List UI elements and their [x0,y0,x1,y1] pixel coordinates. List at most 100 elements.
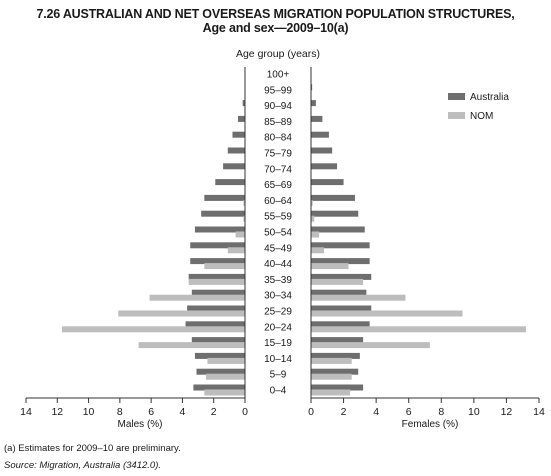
bar-australia-females-45–49 [311,242,370,249]
age-group-label: 55–59 [264,212,292,223]
bar-nom-females-35–39 [311,278,364,285]
bar-australia-females-90–94 [311,100,316,107]
male-tick-label: 12 [51,406,63,418]
bar-australia-males-65–69 [215,179,245,186]
bar-nom-males-20–24 [61,326,245,333]
bar-nom-males-30–34 [149,294,245,301]
bar-nom-males-35–39 [188,278,245,285]
male-tick-label: 6 [148,406,154,418]
bar-australia-females-65–69 [311,179,344,186]
age-group-label: 100+ [267,70,290,81]
bar-australia-females-95–99 [311,84,313,91]
bar-nom-males-15–19 [138,342,245,349]
female-tick-label: 14 [533,406,545,418]
female-tick-label: 8 [438,406,444,418]
bar-nom-males-10–14 [207,357,245,364]
legend-swatch-australia [448,93,465,100]
males-bars [61,84,245,396]
age-group-label: 95–99 [264,85,292,96]
bar-australia-females-10–14 [311,352,360,359]
bar-australia-females-55–59 [311,210,359,217]
bar-nom-males-55–59 [243,215,245,222]
chart-title-line-2: Age and sex—2009–10(a) [202,21,349,35]
source-note: Source: Migration, Australia (3412.0). [4,460,162,471]
age-group-label: 30–34 [264,291,292,302]
axes [26,67,539,399]
bar-australia-males-30–34 [191,289,245,296]
female-tick-label: 0 [308,406,314,418]
female-tick-label: 4 [373,406,379,418]
bar-australia-males-15–19 [191,337,245,344]
bar-australia-males-70–74 [223,163,245,170]
bar-australia-males-35–39 [188,273,245,280]
male-tick-label: 14 [20,406,32,418]
bar-australia-males-20–24 [185,321,245,328]
bar-australia-females-60–64 [311,194,355,201]
bar-nom-females-10–14 [311,357,352,364]
chart-title-line-1: 7.26 AUSTRALIAN AND NET OVERSEAS MIGRATI… [36,7,515,21]
females-bars [311,68,526,396]
center-axis-title: Age group (years) [236,48,320,60]
males-axis-label: Males (%) [117,419,162,430]
bar-nom-males-45–49 [227,247,245,254]
bar-australia-females-35–39 [311,273,372,280]
bar-nom-females-60–64 [311,199,313,206]
bar-australia-females-75–79 [311,147,333,154]
age-group-label: 50–54 [264,228,292,239]
age-group-label: 60–64 [264,196,292,207]
bar-australia-males-80–84 [232,131,245,138]
bar-australia-females-0–4 [311,384,364,391]
age-group-label: 0–4 [270,386,287,397]
bar-nom-females-40–44 [311,263,349,270]
bar-australia-females-70–74 [311,163,338,170]
male-tick-label: 8 [117,406,123,418]
bar-nom-females-20–24 [311,326,526,333]
bar-australia-males-75–79 [227,147,245,154]
age-group-label: 45–49 [264,243,292,254]
bar-nom-females-30–34 [311,294,406,301]
bar-australia-males-85–89 [237,115,245,122]
bar-australia-males-50–54 [194,226,245,233]
bar-nom-females-15–19 [311,342,430,349]
bar-nom-females-0–4 [311,389,351,396]
x-ticks: 0 0 2 2 4 4 6 6 8 8 10 10 12 12 14 14 [20,398,545,418]
bar-australia-males-55–59 [201,210,245,217]
female-tick-label: 2 [341,406,347,418]
age-group-label: 10–14 [264,354,292,365]
male-tick-label: 2 [211,406,217,418]
bar-australia-females-15–19 [311,337,364,344]
bar-australia-females-50–54 [311,226,365,233]
male-tick-label: 10 [83,406,95,418]
bar-australia-males-40–44 [190,258,245,265]
bar-australia-females-85–89 [311,115,323,122]
age-group-label: 85–89 [264,117,292,128]
age-group-label: 65–69 [264,180,292,191]
male-tick-label: 0 [242,406,248,418]
bar-australia-females-5–9 [311,368,359,375]
age-group-label: 40–44 [264,259,292,270]
chart-title: 7.26 AUSTRALIAN AND NET OVERSEAS MIGRATI… [0,7,551,35]
footnote: (a) Estimates for 2009–10 are preliminar… [4,443,181,454]
age-group-label: 25–29 [264,307,292,318]
female-tick-label: 6 [406,406,412,418]
female-tick-label: 10 [468,406,480,418]
bar-australia-females-20–24 [311,321,370,328]
bar-australia-males-0–4 [193,384,245,391]
bar-australia-males-45–49 [190,242,245,249]
bar-australia-males-25–29 [187,305,245,312]
bar-australia-males-5–9 [196,368,245,375]
age-group-label: 70–74 [264,164,292,175]
bar-nom-females-5–9 [311,373,352,380]
age-group-label: 5–9 [270,370,287,381]
bar-australia-females-30–34 [311,289,367,296]
male-tick-label: 4 [180,406,186,418]
bar-nom-females-50–54 [311,231,320,238]
bar-australia-females-80–84 [311,131,329,138]
legend-label-australia: Australia [470,92,509,103]
bar-nom-females-45–49 [311,247,325,254]
age-group-label: 90–94 [264,101,292,112]
bar-australia-males-60–64 [204,194,245,201]
bar-nom-males-5–9 [205,373,245,380]
age-group-label: 20–24 [264,322,292,333]
